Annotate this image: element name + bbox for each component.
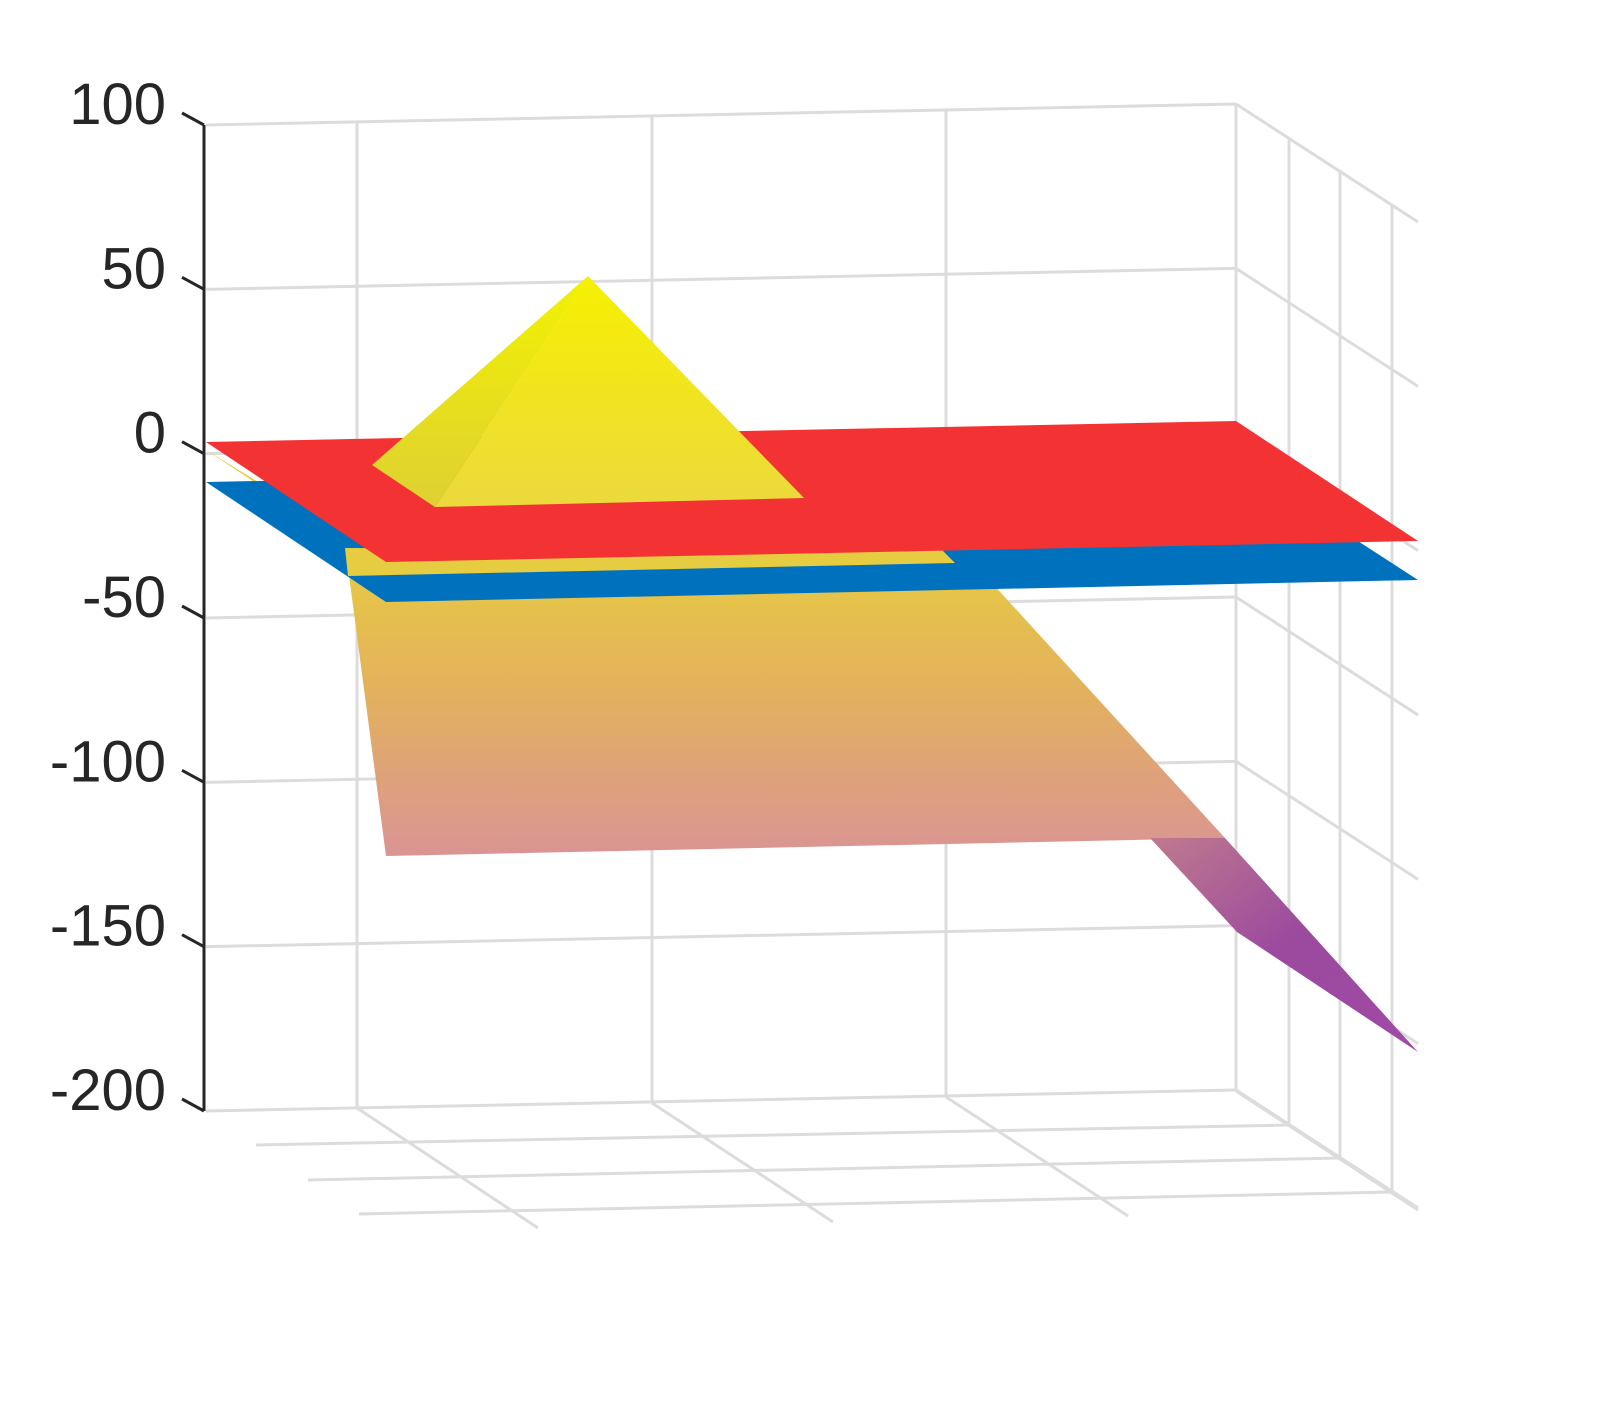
z-tick-label: -150 [50,894,166,959]
grid-line-side-3 [1235,595,1419,717]
pyramid-front-face [435,276,804,507]
z-tick-label: 50 [101,236,166,301]
red-plane [206,421,1418,562]
z-tick-label: 0 [134,401,166,466]
sloped-surface [345,545,1225,856]
grid-line-floor-diag-2 [945,1095,1129,1218]
grid-line-floor-diag-1 [651,1101,834,1224]
z-tick-label: -200 [50,1058,166,1123]
surface-layer [206,276,1418,1052]
grid-line-floor-diag-3 [1235,1089,1419,1212]
grid-line-side-0 [1235,102,1419,224]
grid-line-floor-diag-0 [356,1106,539,1230]
grid-line-back-1 [205,266,1237,291]
z-tick-3 [181,604,205,620]
sloped-surface-tail [1150,838,1418,1052]
z-tick-label: 100 [69,72,166,137]
pyramid-left-face [372,276,588,507]
grid-line-side-4 [1235,760,1419,881]
grid-line-back-5 [205,924,1237,949]
grid-line-back-6 [205,1088,1237,1113]
z-tick-1 [181,276,205,291]
z-tick-6 [181,1097,205,1113]
grid-line-floor-2 [358,1190,1393,1216]
z-tick-4 [181,769,205,784]
z-tick-label: -50 [82,565,166,630]
z-tick-label: -100 [50,729,166,794]
z-tick-0 [181,111,205,127]
grid-line-back-0 [205,102,1237,127]
grid-line-floor-1 [307,1156,1341,1182]
z-tick-2 [181,440,205,455]
z-axis: 100 50 0 -50 -100 -150 -200 [50,72,206,1123]
z-tick-5 [181,933,205,948]
grid-line-side-1 [1235,267,1419,388]
grid-line-floor-0 [255,1123,1290,1147]
